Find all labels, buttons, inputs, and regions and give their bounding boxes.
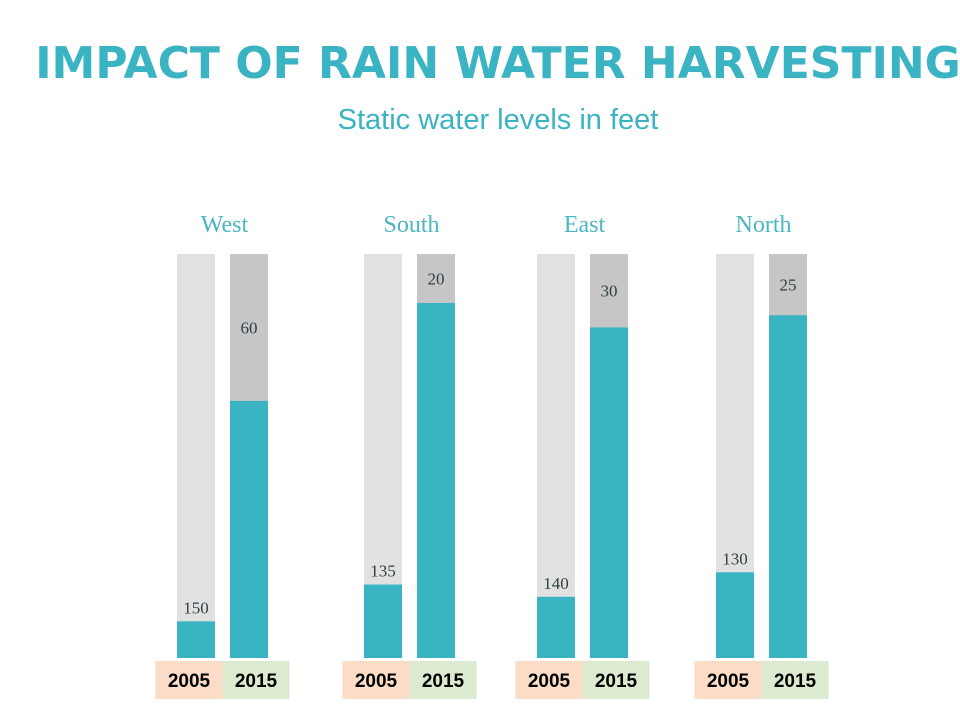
year-box-east-2015 [582,661,650,699]
year-box-north-2015 [761,661,829,699]
bar-south-2015 [417,302,455,658]
year-label-east-2015: 2015 [595,671,638,692]
region-label-east: East [564,212,606,238]
year-box-south-2015 [409,661,477,699]
bar-track-east-2005 [537,254,575,658]
year-label-south-2015: 2015 [422,671,465,692]
bar-north-2005 [716,572,754,658]
region-label-north: North [736,212,792,238]
bar-track-west-2005 [177,254,215,658]
region-label-south: South [383,212,439,238]
chart-title: IMPACT OF RAIN WATER HARVESTING [35,38,960,89]
bar-west-2015 [230,400,268,658]
bar-east-2015 [590,327,628,658]
chart-subtitle: Static water levels in feet [337,104,659,136]
bar-east-2005 [537,596,575,658]
year-label-north-2005: 2005 [707,671,750,692]
bar-value-north-2005: 130 [722,549,748,568]
year-box-west-2005 [155,661,223,699]
bar-north-2015 [769,315,807,658]
bar-south-2005 [364,584,402,658]
year-label-east-2005: 2005 [528,671,571,692]
bar-value-south-2015: 20 [428,269,445,288]
bar-value-east-2005: 140 [543,574,569,593]
year-label-west-2005: 2005 [168,671,211,692]
year-label-west-2015: 2015 [235,671,278,692]
year-label-north-2015: 2015 [774,671,817,692]
year-label-south-2005: 2005 [355,671,398,692]
bar-value-north-2015: 25 [780,276,797,295]
bar-value-west-2005: 150 [183,598,209,617]
bar-value-west-2015: 60 [241,318,258,337]
region-label-west: West [201,212,249,238]
year-box-south-2005 [342,661,410,699]
year-box-north-2005 [694,661,762,699]
bar-value-east-2015: 30 [601,282,618,301]
year-box-east-2005 [515,661,583,699]
year-box-west-2015 [222,661,290,699]
bar-west-2005 [177,621,215,658]
bar-value-south-2005: 135 [370,562,396,581]
